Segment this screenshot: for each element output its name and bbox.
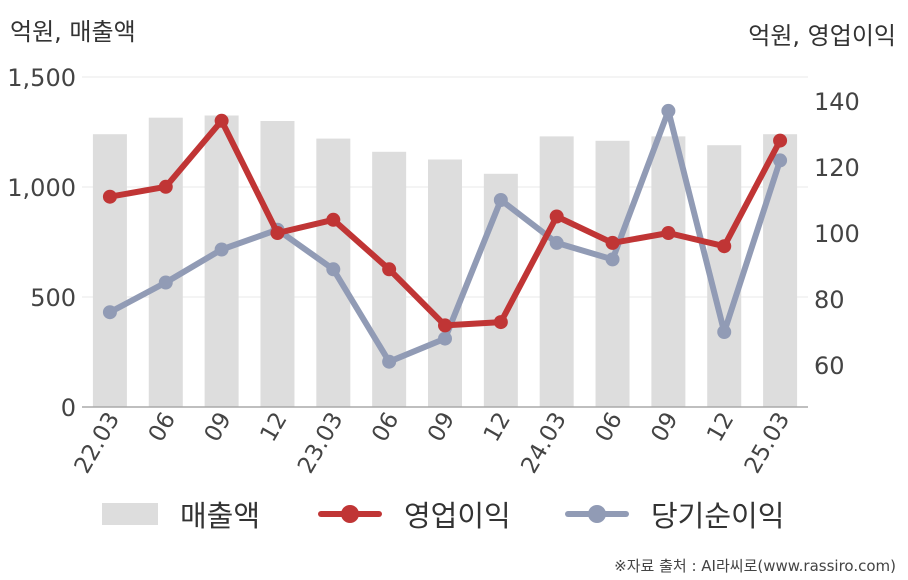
operating-profit-point [605,235,620,250]
revenue-bar [92,134,127,407]
left-axis-unit-label: 억원, 매출액 [10,18,136,46]
operating-profit-point [326,212,341,227]
operating-profit-point [493,315,508,330]
legend-item-revenue: 매출액 [102,490,260,538]
operating-profit-point [214,113,229,128]
x-axis-tick-label: 23.03 [293,408,348,478]
net-income-point [158,275,173,290]
net-income-point [102,305,117,320]
operating-profit-point [549,209,564,224]
legend-item-net-income: 당기순이익 [565,490,784,538]
legend-label-operating-profit: 영업이익 [404,499,511,533]
net-income-point [661,103,676,118]
operating-profit-point [270,226,285,240]
x-axis-tick-label: 12 [702,408,739,446]
operating-profit-point [717,239,732,254]
right-axis-tick-label: 140 [814,88,860,116]
revenue-bar [428,159,462,407]
net-income-point [605,252,620,267]
revenue-bar [595,140,630,408]
x-axis-tick-label: 06 [144,408,181,446]
operating-profit-point [382,262,397,277]
x-axis-tick-label: 25.03 [740,408,795,478]
left-axis-tick-label: 500 [30,284,76,312]
x-axis-tick-label: 06 [367,408,404,446]
legend-swatch-operating-profit [318,503,382,525]
x-axis-tick-label: 06 [591,408,628,446]
net-income-point [493,193,508,207]
right-axis-tick-label: 100 [814,220,860,248]
data-source-note: ※자료 출처 : AI라씨로(www.rassiro.com) [614,557,896,575]
x-axis-tick-label: 12 [479,408,516,446]
net-income-point [717,325,732,339]
operating-profit-point [102,189,117,204]
x-axis-tick-label: 22.03 [70,408,125,478]
chart-legend: 매출액 영업이익 당기순이익 [0,490,908,538]
operating-profit-point [438,318,452,333]
right-axis-tick-label: 120 [814,154,860,182]
x-axis-tick-label: 09 [200,408,237,446]
legend-label-revenue: 매출액 [180,499,261,533]
net-income-point [549,235,564,250]
revenue-bar [483,173,518,407]
x-axis-tick-label: 09 [646,408,683,446]
revenue-bar [148,117,183,407]
revenue-bar [539,136,574,407]
revenue-bar [651,136,686,407]
left-axis-tick-label: 1,500 [7,64,76,92]
operating-profit-point [661,226,676,240]
left-axis-tick-label: 1,000 [7,174,76,202]
operating-profit-point [158,179,173,194]
legend-label-net-income: 당기순이익 [651,499,785,533]
left-axis-tick-label: 0 [61,394,76,422]
x-axis-tick-label: 09 [423,408,460,446]
right-axis-tick-label: 80 [814,286,845,314]
revenue-bar [763,134,798,407]
right-axis-unit-label: 억원, 영업이익 [748,22,896,50]
net-income-point [773,153,788,168]
legend-swatch-net-income [565,503,629,525]
revenue-bar [204,115,239,407]
legend-swatch-revenue [102,503,158,525]
net-income-point [438,331,452,346]
right-axis-tick-label: 60 [814,352,845,380]
legend-item-operating-profit: 영업이익 [318,490,511,538]
revenue-bar [260,121,295,407]
x-axis-tick-label: 12 [256,408,293,446]
x-axis-tick-label: 24.03 [516,408,571,478]
net-income-point [382,354,397,369]
operating-profit-point [773,133,788,148]
net-income-point [326,262,341,277]
net-income-point [214,242,229,257]
